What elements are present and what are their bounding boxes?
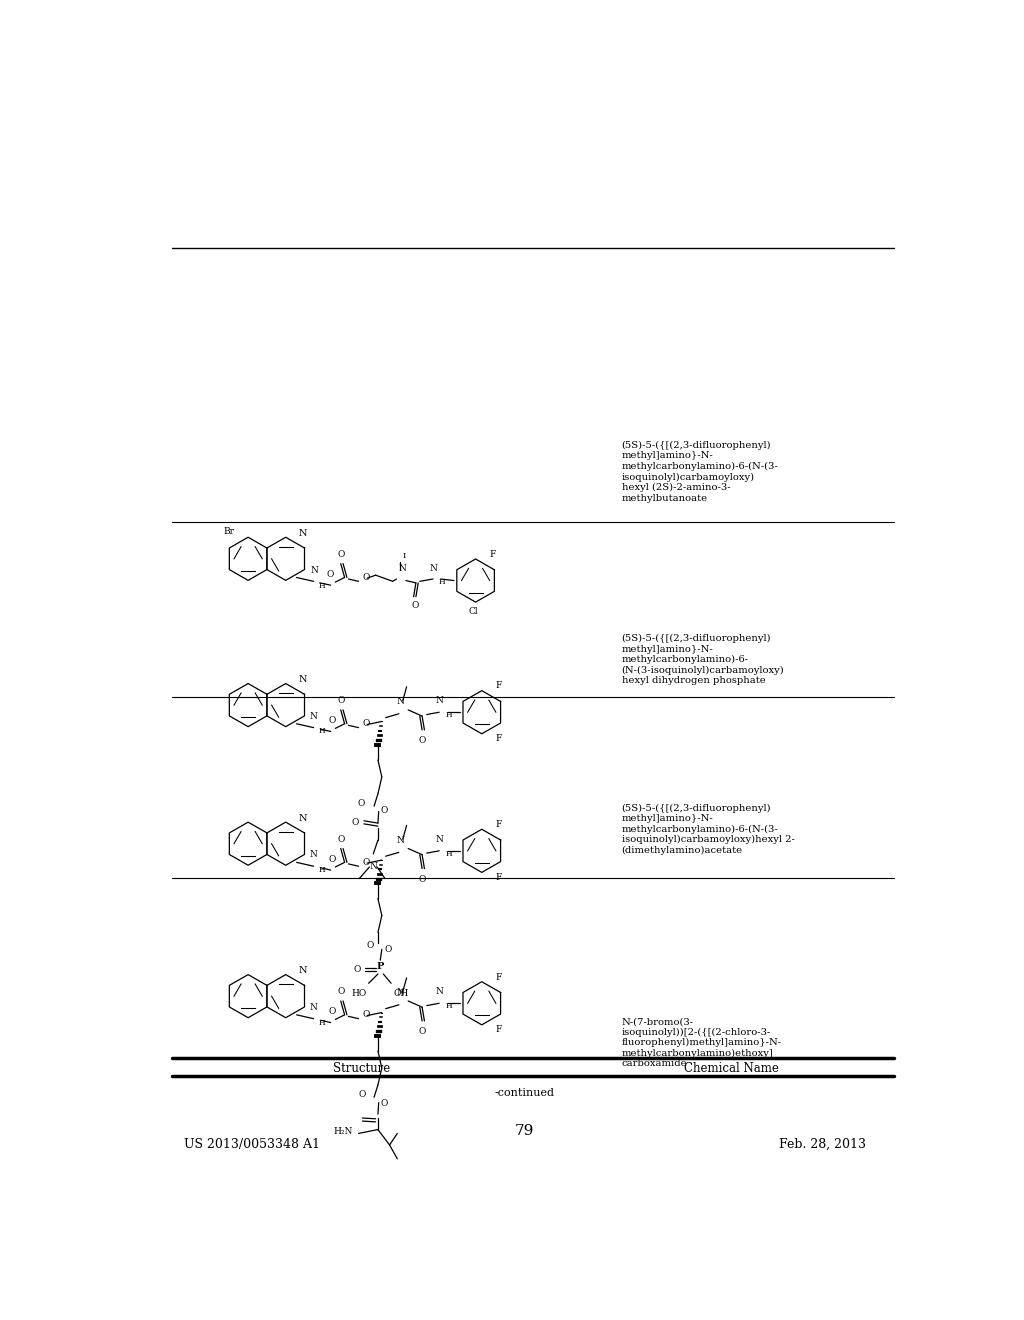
Text: Feb. 28, 2013: Feb. 28, 2013 <box>779 1138 866 1151</box>
Text: 79: 79 <box>515 1125 535 1138</box>
Text: H: H <box>445 711 452 719</box>
Text: H: H <box>319 1019 326 1027</box>
Text: F: F <box>496 973 502 982</box>
Text: N: N <box>396 836 404 845</box>
Text: N-(7-bromo(3-
isoquinolyl))[2-({[(2-chloro-3-
fluorophenyl)methyl]amino}-N-
meth: N-(7-bromo(3- isoquinolyl))[2-({[(2-chlo… <box>622 1018 781 1068</box>
Text: O: O <box>419 737 426 744</box>
Text: N: N <box>396 989 404 997</box>
Text: N: N <box>436 696 443 705</box>
Text: N: N <box>309 711 317 721</box>
Text: N: N <box>299 813 307 822</box>
Text: N: N <box>299 529 307 537</box>
Text: F: F <box>496 820 502 829</box>
Text: O: O <box>338 696 345 705</box>
Text: O: O <box>419 1027 426 1036</box>
Text: O: O <box>384 945 391 954</box>
Text: Cl: Cl <box>468 607 478 615</box>
Text: N: N <box>436 987 443 997</box>
Text: O: O <box>362 719 370 729</box>
Text: OH: OH <box>393 989 409 998</box>
Text: N: N <box>396 697 404 706</box>
Text: N: N <box>430 564 437 573</box>
Text: (5S)-5-({[(2,3-difluorophenyl)
methyl]amino}-N-
methylcarbonylamino)-6-
(N-(3-is: (5S)-5-({[(2,3-difluorophenyl) methyl]am… <box>622 634 784 685</box>
Text: O: O <box>327 570 335 579</box>
Text: HO: HO <box>351 989 367 998</box>
Text: O: O <box>362 1010 370 1019</box>
Text: N: N <box>299 675 307 684</box>
Text: H₂N: H₂N <box>334 1127 353 1137</box>
Text: F: F <box>496 1026 502 1034</box>
Text: O: O <box>329 717 336 725</box>
Text: O: O <box>329 855 336 863</box>
Text: O: O <box>353 965 360 974</box>
Text: Br: Br <box>223 527 234 536</box>
Text: O: O <box>352 818 359 826</box>
Text: O: O <box>419 875 426 883</box>
Text: H: H <box>318 582 325 590</box>
Text: Structure: Structure <box>334 1061 391 1074</box>
Text: O: O <box>338 987 345 997</box>
Text: O: O <box>367 941 374 950</box>
Text: O: O <box>329 1007 336 1016</box>
Text: I: I <box>402 552 407 560</box>
Text: O: O <box>380 1098 388 1107</box>
Text: O: O <box>359 1090 367 1100</box>
Text: O: O <box>412 602 419 610</box>
Text: F: F <box>489 550 496 558</box>
Text: O: O <box>338 550 345 558</box>
Text: H: H <box>319 866 326 874</box>
Text: H: H <box>319 727 326 735</box>
Text: N: N <box>309 1003 317 1011</box>
Text: O: O <box>362 573 370 582</box>
Text: N: N <box>309 850 317 859</box>
Text: H: H <box>445 850 452 858</box>
Text: F: F <box>496 734 502 743</box>
Text: N: N <box>310 566 318 576</box>
Text: F: F <box>496 873 502 882</box>
Text: H: H <box>438 578 445 586</box>
Text: (5S)-5-({[(2,3-difluorophenyl)
methyl]amino}-N-
methylcarbonylamino)-6-(N-(3-
is: (5S)-5-({[(2,3-difluorophenyl) methyl]am… <box>622 441 778 503</box>
Text: N: N <box>370 862 377 871</box>
Text: N: N <box>436 834 443 843</box>
Text: P: P <box>377 962 384 970</box>
Text: (5S)-5-({[(2,3-difluorophenyl)
methyl]amino}-N-
methylcarbonylamino)-6-(N-(3-
is: (5S)-5-({[(2,3-difluorophenyl) methyl]am… <box>622 804 795 855</box>
Text: N: N <box>299 966 307 975</box>
Text: N: N <box>398 564 406 573</box>
Text: H: H <box>445 1002 452 1010</box>
Text: -continued: -continued <box>495 1089 555 1098</box>
Text: US 2013/0053348 A1: US 2013/0053348 A1 <box>183 1138 319 1151</box>
Text: O: O <box>380 805 388 814</box>
Text: O: O <box>362 858 370 867</box>
Text: O: O <box>338 834 345 843</box>
Text: Chemical Name: Chemical Name <box>684 1061 778 1074</box>
Text: F: F <box>496 681 502 690</box>
Text: O: O <box>357 800 365 808</box>
